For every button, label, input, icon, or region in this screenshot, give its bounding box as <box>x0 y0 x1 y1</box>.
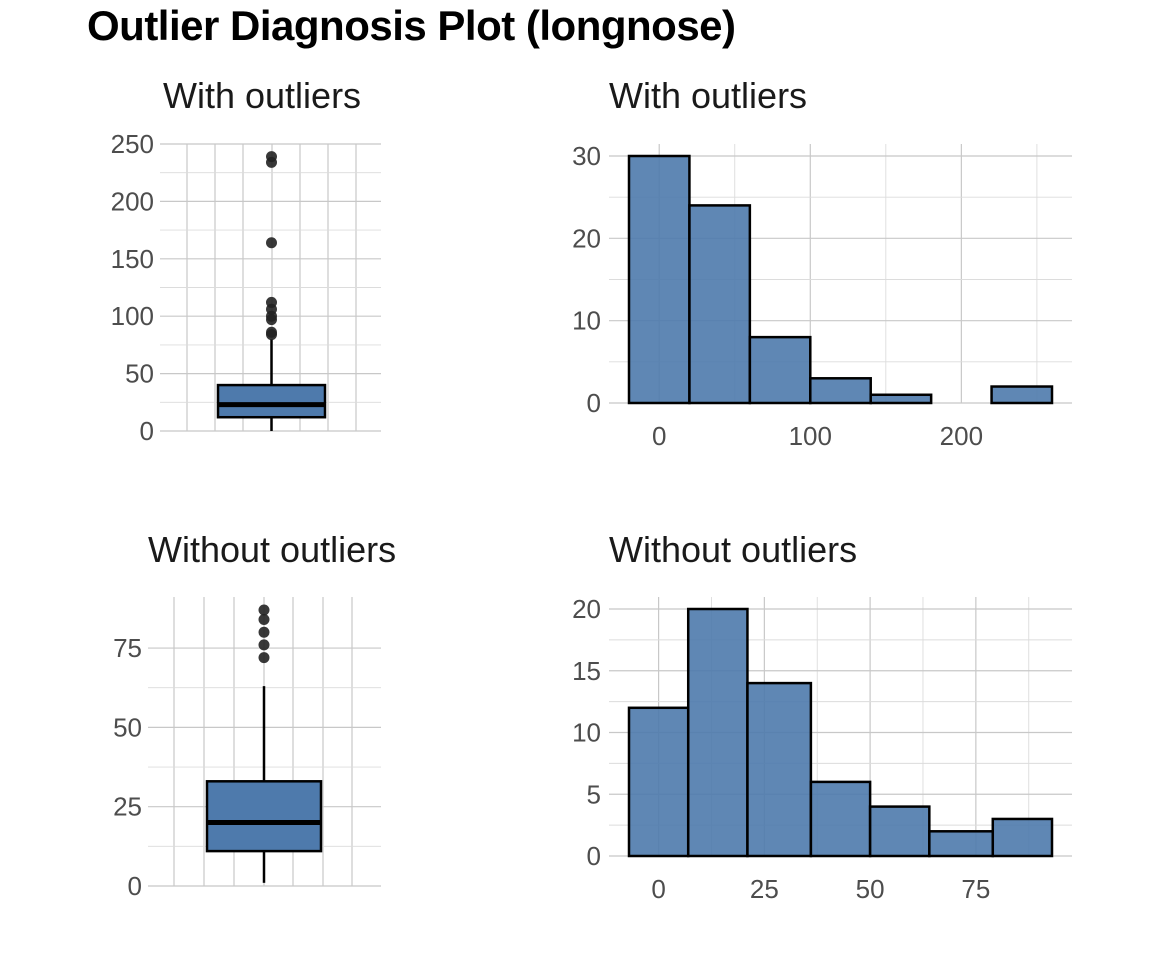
histogram-bar <box>746 681 813 858</box>
y-tick-label: 0 <box>128 871 142 901</box>
histogram-bar <box>869 393 933 405</box>
x-tick-label: 100 <box>789 421 832 451</box>
histogram-bar <box>809 377 872 405</box>
y-tick-label: 15 <box>572 656 601 686</box>
boxplot-without-outliers: Without outliers 0 25 50 75 <box>113 529 396 901</box>
x-tick-label: 200 <box>940 421 983 451</box>
histogram-bar <box>688 204 752 405</box>
y-tick-label: 20 <box>572 594 601 624</box>
outlier-point <box>258 652 270 664</box>
boxplot-with-outliers: With outliers 0 50 100 150 200 250 <box>111 75 381 446</box>
outlier-point <box>266 237 277 249</box>
y-tick-label: 50 <box>113 712 142 742</box>
histogram-bar <box>627 154 691 405</box>
outlier-point <box>266 151 277 163</box>
panel-title: With outliers <box>609 75 807 116</box>
main-title: Outlier Diagnosis Plot (longnose) <box>87 2 736 49</box>
histogram-bar <box>686 607 749 858</box>
y-tick-label: 150 <box>111 244 154 274</box>
y-tick-label: 10 <box>572 306 601 336</box>
histogram-bar <box>748 335 812 405</box>
histogram-bar <box>928 830 995 858</box>
histogram-bar <box>809 780 872 858</box>
box-iqr <box>216 383 327 419</box>
panel-title: With outliers <box>163 75 361 116</box>
outlier-point <box>258 639 270 651</box>
y-tick-label: 50 <box>125 359 154 389</box>
y-tick-label: 0 <box>140 416 154 446</box>
outlier-point <box>258 626 270 638</box>
histogram-bar <box>627 706 690 858</box>
y-tick-label: 250 <box>111 129 154 159</box>
box-iqr <box>205 780 323 853</box>
y-tick-label: 100 <box>111 301 154 331</box>
y-tick-label: 25 <box>113 792 142 822</box>
histogram-bar <box>868 805 931 858</box>
y-tick-label: 20 <box>572 223 601 253</box>
histogram-bar <box>990 385 1054 405</box>
outlier-point <box>266 326 277 338</box>
x-tick-label: 25 <box>750 874 779 904</box>
panel-title: Without outliers <box>609 529 857 570</box>
outlier-point <box>258 604 270 616</box>
x-tick-label: 0 <box>652 421 666 451</box>
y-tick-label: 5 <box>587 779 601 809</box>
x-tick-label: 50 <box>856 874 885 904</box>
histogram-without-outliers: Without outliers 0 5 10 15 20 0 25 50 75 <box>572 529 1072 904</box>
y-tick-label: 0 <box>587 388 601 418</box>
y-tick-label: 10 <box>572 718 601 748</box>
outlier-point <box>258 614 270 626</box>
y-tick-label: 30 <box>572 141 601 171</box>
x-tick-label: 0 <box>651 874 665 904</box>
y-tick-label: 200 <box>111 186 154 216</box>
x-tick-label: 75 <box>961 874 990 904</box>
histogram-bar <box>991 817 1054 858</box>
histogram-with-outliers: With outliers 0 10 20 30 0 100 200 <box>572 75 1072 451</box>
y-tick-label: 0 <box>587 841 601 871</box>
panel-title: Without outliers <box>148 529 396 570</box>
outlier-point <box>266 296 277 308</box>
y-tick-label: 75 <box>113 633 142 663</box>
